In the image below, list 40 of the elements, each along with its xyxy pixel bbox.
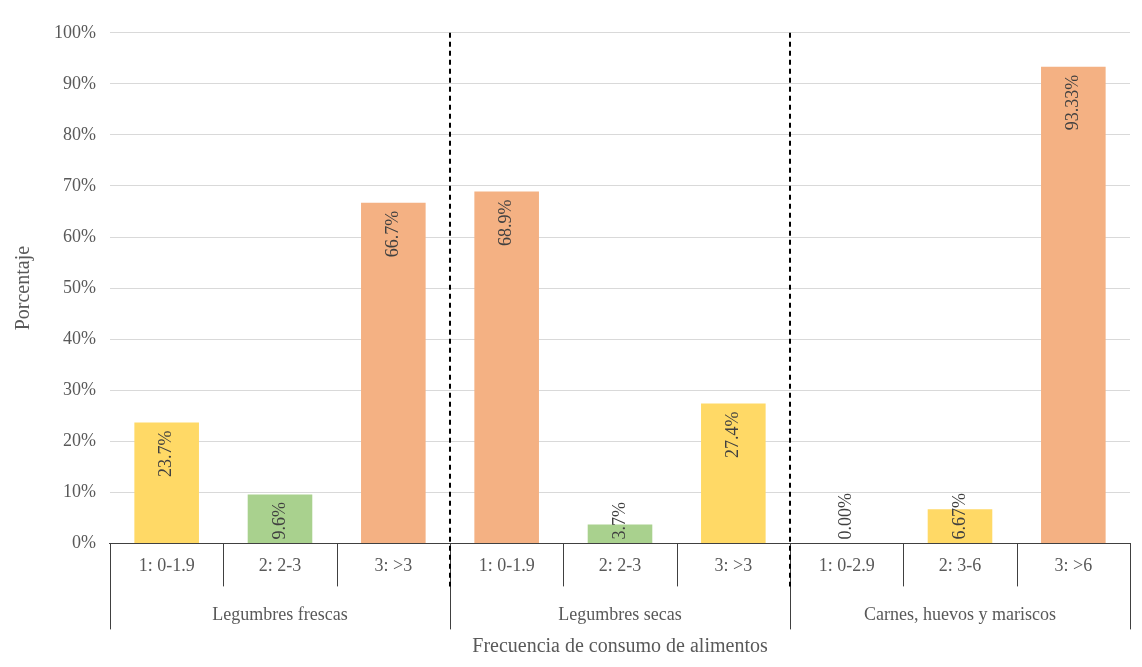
bar <box>474 191 539 543</box>
x-tick-label: 3: >6 <box>1054 554 1093 575</box>
data-label: 0.00% <box>835 492 856 540</box>
text: Legumbres frescas <box>212 604 348 625</box>
bar <box>247 494 313 543</box>
y-tick-label: 100% <box>53 21 96 42</box>
y-tick-label: 0% <box>71 532 96 553</box>
y-tick-label: 80% <box>62 123 96 144</box>
bar <box>701 403 766 543</box>
data-label: 68.9% <box>495 199 516 247</box>
x-tick-label: 2: 3-6 <box>938 554 982 575</box>
x-tick-label: 1: 0-1.9 <box>138 554 195 575</box>
x-tick-label: 3: >3 <box>374 554 413 575</box>
bar <box>361 202 426 543</box>
x-tick-label: 1: 0-1.9 <box>478 554 535 575</box>
text: Carnes, huevos y mariscos <box>864 604 1056 625</box>
y-tick-label: 30% <box>62 378 96 399</box>
y-tick-label: 90% <box>62 72 96 93</box>
y-tick-label: 40% <box>62 327 96 348</box>
x-tick-label: 2: 2-3 <box>598 554 642 575</box>
data-label: 3.7% <box>608 501 629 540</box>
y-axis-title: Porcentaje <box>11 245 35 331</box>
x-axis-title: Frecuencia de consumo de alimentos <box>472 634 768 657</box>
text: Legumbres secas <box>558 604 682 625</box>
x-tick-label: 3: >3 <box>714 554 753 575</box>
data-label: 93.33% <box>1062 74 1083 131</box>
data-label: 27.4% <box>722 411 743 458</box>
y-tick-label: 50% <box>62 276 96 297</box>
bar <box>1041 66 1106 543</box>
data-label: 6.67% <box>948 492 969 540</box>
y-tick-label: 60% <box>62 225 96 246</box>
x-tick-label: 1: 0-2.9 <box>818 554 875 575</box>
data-label: 9.6% <box>268 501 289 540</box>
data-label: 23.7% <box>155 430 176 477</box>
y-tick-label: 70% <box>62 174 96 195</box>
data-label: 66.7% <box>382 210 403 258</box>
bar <box>134 422 199 543</box>
y-tick-label: 20% <box>62 430 96 451</box>
x-tick-label: 2: 2-3 <box>258 554 302 575</box>
y-tick-label: 10% <box>62 481 96 502</box>
